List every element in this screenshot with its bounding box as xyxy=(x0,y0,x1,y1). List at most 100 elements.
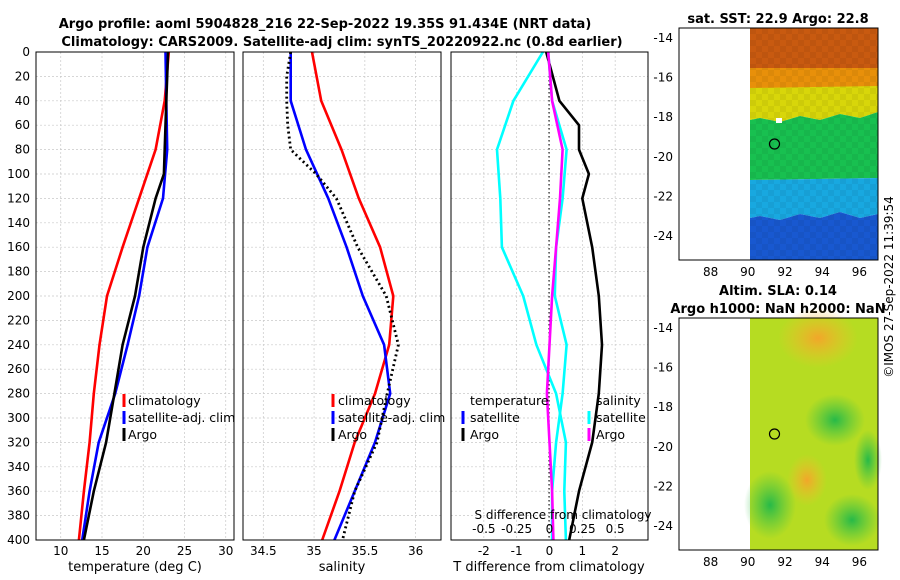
x-tick-label: 1 xyxy=(579,544,587,558)
depth-tick-label: 340 xyxy=(7,460,30,474)
figure-title-line2: Climatology: CARS2009. Satellite-adj cli… xyxy=(61,35,622,50)
legend-label-salinity-satellite: satellite xyxy=(596,410,646,425)
salinity-legend: climatology satellite-adj. clim Argo xyxy=(331,393,445,442)
sst-map-title: sat. SST: 22.9 Argo: 22.8 xyxy=(687,12,868,27)
s-difference-axis-label: S difference from climatology xyxy=(475,508,652,522)
sst-pixel-texture xyxy=(750,28,878,260)
temperature-lines xyxy=(77,51,171,541)
difference-axes-box xyxy=(450,51,649,541)
profile-line-temperature-argo xyxy=(544,51,604,541)
depth-tick-label: 240 xyxy=(7,338,30,352)
longitude-tick-label: 96 xyxy=(852,555,867,569)
sla-low-blob xyxy=(805,394,865,446)
longitude-tick-label: 96 xyxy=(852,265,867,279)
salinity-axis-label: salinity xyxy=(319,560,366,575)
latitude-tick-label: -20 xyxy=(653,440,673,454)
longitude-tick-label: 92 xyxy=(777,555,792,569)
x-tick-label: 36 xyxy=(408,544,423,558)
difference-legend: temperature salinity satellite Argo sate… xyxy=(461,393,646,442)
temperature-legend: climatology satellite-adj. clim Argo xyxy=(122,393,235,442)
sla-map-axes-box xyxy=(678,317,879,551)
temperature-axis-label: temperature (deg C) xyxy=(68,560,202,575)
latitude-tick-label: -14 xyxy=(653,321,673,335)
profile-line-salinity-argo xyxy=(545,51,564,541)
depth-tick-label: 300 xyxy=(7,411,30,425)
sla-map-title-line1: Altim. SLA: 0.14 xyxy=(719,284,837,299)
legend-title-temperature: temperature xyxy=(470,393,549,408)
depth-tick-label: 140 xyxy=(7,216,30,230)
t-difference-axis-label: T difference from climatology xyxy=(452,560,645,575)
latitude-tick-label: -22 xyxy=(653,190,673,204)
latitude-tick-label: -22 xyxy=(653,480,673,494)
sst-field xyxy=(750,28,878,260)
depth-tick-label: 400 xyxy=(7,533,30,547)
depth-tick-label: 260 xyxy=(7,362,30,376)
profile-line-satellite-adj-clim xyxy=(289,52,392,541)
depth-tick-label: 0 xyxy=(22,45,30,59)
depth-tick-label: 100 xyxy=(7,167,30,181)
depth-tick-label: 200 xyxy=(7,289,30,303)
longitude-tick-label: 90 xyxy=(740,265,755,279)
x-tick-label: -1 xyxy=(511,544,523,558)
temperature-axes-box xyxy=(35,51,235,541)
s-tick-label: 0.25 xyxy=(569,522,596,536)
x-tick-label: 0 xyxy=(546,544,554,558)
legend-label-climatology: climatology xyxy=(128,393,201,408)
sla-map-panel: Altim. SLA: 0.14 Argo h1000: NaN h2000: … xyxy=(653,284,885,569)
depth-tick-label: 120 xyxy=(7,191,30,205)
longitude-tick-label: 88 xyxy=(703,555,718,569)
latitude-tick-label: -18 xyxy=(653,400,673,414)
legend-label-argo: Argo xyxy=(128,427,157,442)
latitude-tick-label: -20 xyxy=(653,150,673,164)
legend-label-satellite: satellite-adj. clim xyxy=(128,410,235,425)
depth-tick-label: 360 xyxy=(7,484,30,498)
longitude-tick-label: 92 xyxy=(777,265,792,279)
sla-low-blob-4 xyxy=(854,430,882,490)
sla-latitude-tick-labels: -24 -22 -20 -18 -16 -14 xyxy=(653,321,673,533)
salinity-tick-labels: 34.5 35 35.5 36 xyxy=(250,544,423,558)
figure-title-line1: Argo profile: aoml 5904828_216 22-Sep-20… xyxy=(59,17,592,32)
sla-longitude-tick-labels: 88 90 92 94 96 xyxy=(703,555,867,569)
legend-label-temperature-satellite: satellite xyxy=(470,410,520,425)
profile-line-argo xyxy=(82,51,170,541)
difference-panel: -2 -1 0 1 2 -0.5 -0.25 0 0.25 0.5 S difference f… xyxy=(450,51,652,575)
depth-tick-label: 280 xyxy=(7,387,30,401)
latitude-tick-label: -14 xyxy=(653,31,673,45)
longitude-tick-label: 88 xyxy=(703,265,718,279)
salinity-axes-box xyxy=(242,51,442,541)
s-tick-label: -0.5 xyxy=(472,522,495,536)
longitude-tick-label: 90 xyxy=(740,555,755,569)
depth-tick-label: 320 xyxy=(7,435,30,449)
sst-map-axes-box xyxy=(678,27,879,261)
x-tick-label: 35.5 xyxy=(351,544,378,558)
sst-longitude-tick-labels: 88 90 92 94 96 xyxy=(703,265,867,279)
sla-field xyxy=(744,308,882,550)
x-tick-label: 10 xyxy=(53,544,68,558)
longitude-tick-label: 94 xyxy=(815,265,830,279)
sla-high-blob xyxy=(778,308,858,368)
depth-tick-label: 60 xyxy=(15,118,30,132)
difference-lines xyxy=(495,51,604,541)
legend-label-argo: Argo xyxy=(338,427,367,442)
legend-label-climatology: climatology xyxy=(338,393,411,408)
latitude-tick-label: -18 xyxy=(653,110,673,124)
salinity-panel: 34.5 35 35.5 36 salinity climatology satell… xyxy=(242,51,445,575)
s-difference-tick-labels: -0.5 -0.25 0 0.25 0.5 xyxy=(472,522,625,536)
sst-latitude-tick-labels: -24 -22 -20 -18 -16 -14 xyxy=(653,31,673,243)
x-tick-label: 35 xyxy=(306,544,321,558)
profile-line-climatology xyxy=(310,51,395,541)
depth-tick-label: 180 xyxy=(7,265,30,279)
x-tick-label: 30 xyxy=(218,544,233,558)
legend-label-temperature-argo: Argo xyxy=(470,427,499,442)
x-tick-label: 25 xyxy=(177,544,192,558)
x-tick-label: 34.5 xyxy=(250,544,277,558)
profile-line-salinity-satellite xyxy=(546,51,568,540)
temperature-tick-labels: 10 15 20 25 30 xyxy=(53,544,233,558)
sla-low-blob-3 xyxy=(824,494,880,546)
imos-credit: ©IMOS 27-Sep-2022 11:39:54 xyxy=(882,196,896,378)
sla-map-title-line2: Argo h1000: NaN h2000: NaN xyxy=(670,302,885,317)
salinity-grid xyxy=(243,51,441,541)
s-tick-label: 0 xyxy=(546,522,554,536)
profile-line-satellite-adj-clim xyxy=(80,51,169,541)
